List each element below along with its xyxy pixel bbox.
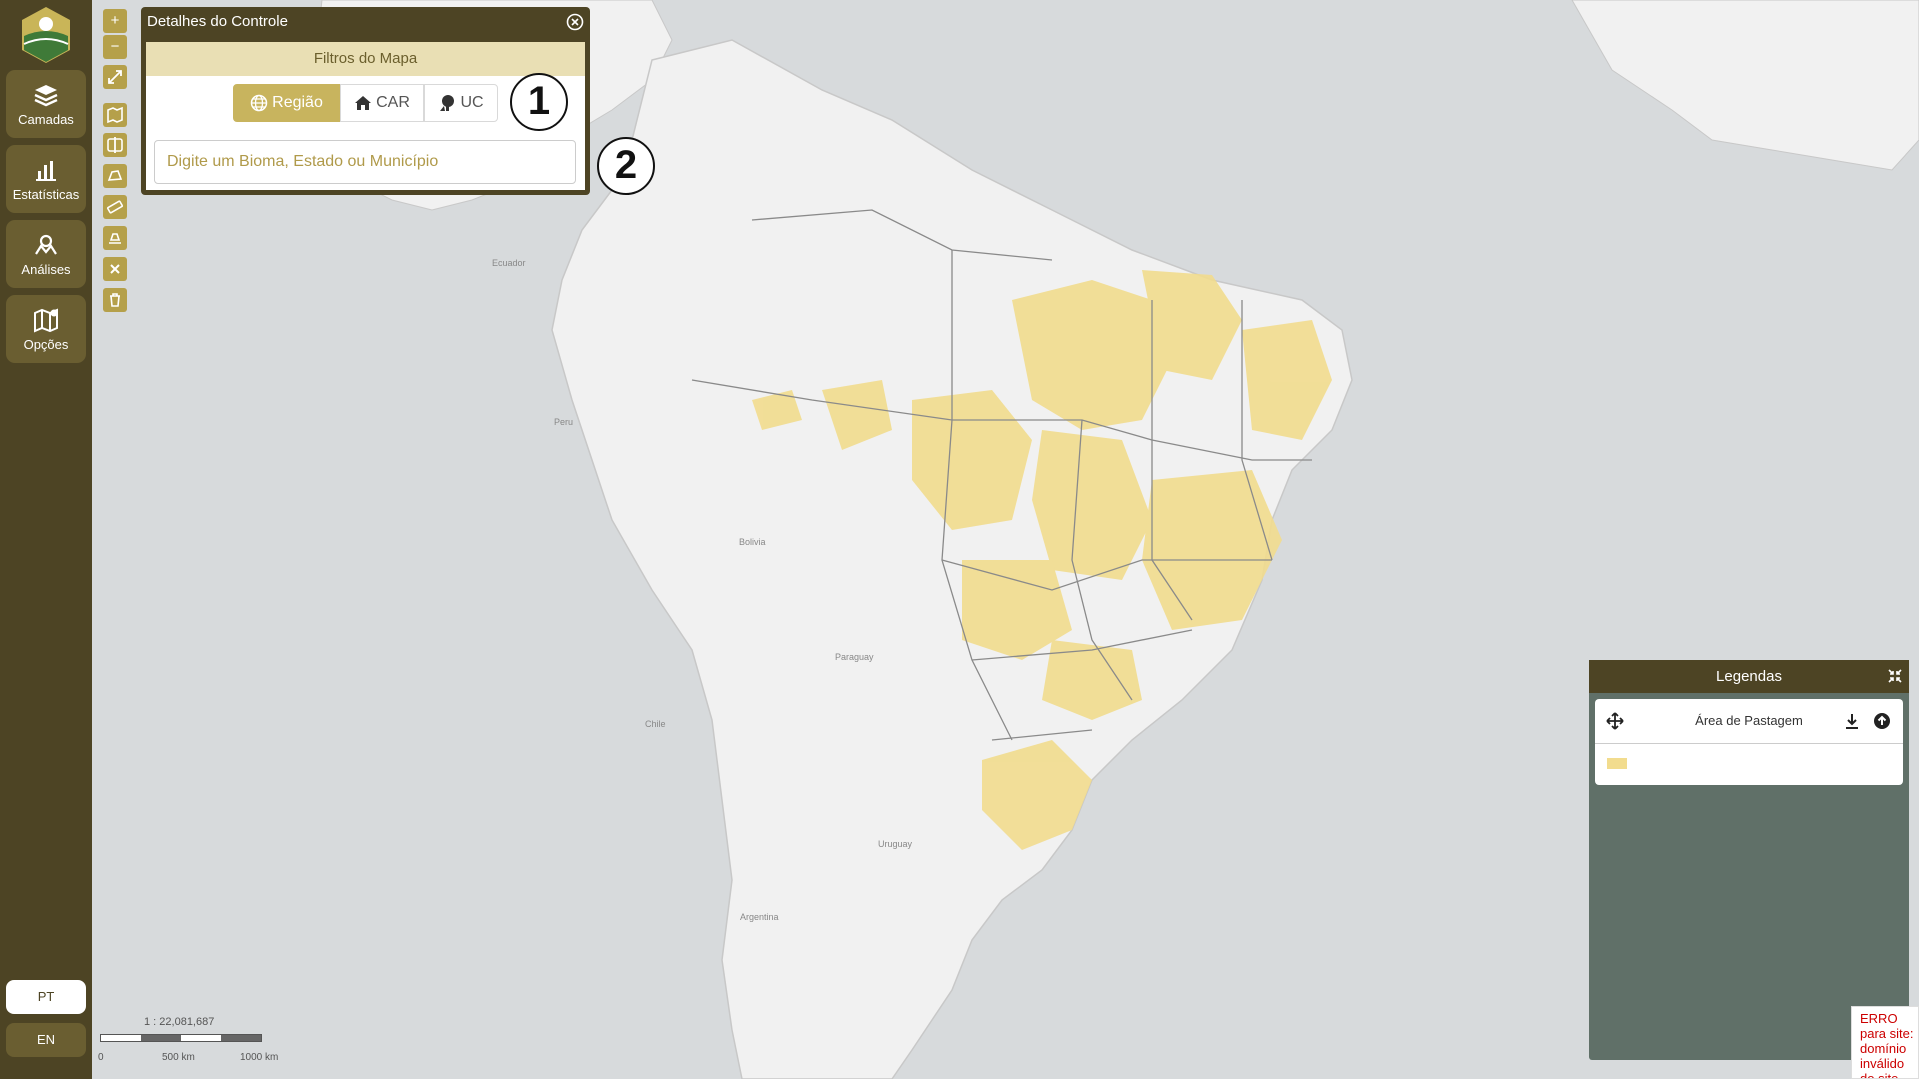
upload-area-button[interactable] <box>103 226 127 250</box>
trash-icon <box>110 293 120 307</box>
measure-button[interactable] <box>103 195 127 219</box>
scale-ratio: 1 : 22,081,687 <box>144 1016 215 1028</box>
scale-segment <box>181 1035 221 1041</box>
fullscreen-icon <box>108 70 122 84</box>
map-label-argentina: Argentina <box>740 912 779 922</box>
tab-regiao[interactable]: Região <box>233 84 340 122</box>
legend-title: Legendas <box>1589 660 1909 693</box>
map-toggle-button[interactable] <box>103 103 127 127</box>
upload-area-icon <box>109 233 121 244</box>
sidebar-item-label: Camadas <box>18 112 74 127</box>
bar-chart-icon <box>36 161 56 181</box>
home-icon <box>355 96 372 110</box>
delete-button[interactable] <box>103 288 127 312</box>
layers-icon <box>34 85 58 107</box>
tab-label: CAR <box>376 94 410 111</box>
tab-label: UC <box>460 94 484 111</box>
download-icon[interactable] <box>1842 711 1862 731</box>
sidebar-item-analises[interactable]: Análises <box>6 220 86 288</box>
legend-color-swatch <box>1607 758 1627 769</box>
map-settings-icon <box>34 308 58 333</box>
collapse-icon[interactable] <box>1887 668 1903 684</box>
sidebar-item-label: Opções <box>23 337 69 352</box>
sidebar-item-camadas[interactable]: Camadas <box>6 70 86 138</box>
measure-icon <box>107 200 123 214</box>
annotation-marker-2: 2 <box>597 137 655 195</box>
legend-item-card: Área de Pastagem <box>1595 699 1903 785</box>
scale-label: 1000 km <box>240 1052 279 1063</box>
map-label-ecuador: Ecuador <box>492 258 526 268</box>
region-search-input[interactable] <box>154 140 576 184</box>
move-up-icon[interactable] <box>1872 711 1892 731</box>
tab-car[interactable]: CAR <box>340 84 424 122</box>
sidebar-item-label: Estatísticas <box>12 187 80 202</box>
map-label-bolivia: Bolivia <box>739 537 766 547</box>
close-icon[interactable] <box>566 13 584 31</box>
app-logo-icon <box>22 7 70 63</box>
legend-panel: Legendas Área de Pastagem <box>1589 660 1909 1060</box>
scale-label: 500 km <box>162 1052 195 1063</box>
map-label-uruguay: Uruguay <box>878 839 913 849</box>
map-label-peru: Peru <box>554 417 573 427</box>
map-label-chile: Chile <box>645 719 666 729</box>
tab-label: Região <box>272 94 323 111</box>
draw-area-icon <box>107 170 123 181</box>
filters-title: Filtros do Mapa <box>146 42 585 76</box>
map-toggle-icon <box>107 106 123 124</box>
close-icon <box>110 264 120 274</box>
zoom-out-button[interactable]: − <box>103 35 127 59</box>
analysis-icon <box>35 234 57 255</box>
panel-title: Detalhes do Controle <box>147 13 288 30</box>
scale-segment <box>141 1035 181 1041</box>
swipe-compare-icon <box>107 137 123 153</box>
swipe-compare-button[interactable] <box>103 133 127 157</box>
fullscreen-button[interactable] <box>103 65 127 89</box>
tree-icon <box>440 95 455 111</box>
language-pt-button[interactable]: PT <box>6 980 86 1014</box>
scale-segment <box>101 1035 141 1041</box>
map-scale: 1 : 22,081,687 0 500 km 1000 km <box>98 1016 300 1066</box>
zoom-in-button[interactable]: + <box>103 9 127 33</box>
scale-segment <box>221 1035 261 1041</box>
globe-icon <box>250 94 268 112</box>
legend-layer-name: Área de Pastagem <box>1595 699 1903 744</box>
draw-area-button[interactable] <box>103 164 127 188</box>
map-canvas[interactable]: Peru Bolivia Paraguay Chile Argentina Ur… <box>92 0 1919 1079</box>
scale-bar <box>100 1034 262 1042</box>
tab-uc[interactable]: UC <box>424 84 498 122</box>
panel-body: Filtros do Mapa Região CAR UC <box>146 42 585 190</box>
move-icon[interactable] <box>1605 711 1625 731</box>
sidebar-item-label: Análises <box>21 262 71 277</box>
language-en-button[interactable]: EN <box>6 1023 86 1057</box>
scale-label: 0 <box>98 1052 104 1063</box>
annotation-marker-1: 1 <box>510 73 568 131</box>
clear-tool-button[interactable] <box>103 257 127 281</box>
sidebar-item-opcoes[interactable]: Opções <box>6 295 86 363</box>
map-label-paraguay: Paraguay <box>835 652 874 662</box>
error-message: ERRO para site: domínio inválido do site <box>1851 1006 1919 1079</box>
sidebar: Camadas Estatísticas Análises Opções PT … <box>0 0 92 1079</box>
sidebar-item-estatisticas[interactable]: Estatísticas <box>6 145 86 213</box>
